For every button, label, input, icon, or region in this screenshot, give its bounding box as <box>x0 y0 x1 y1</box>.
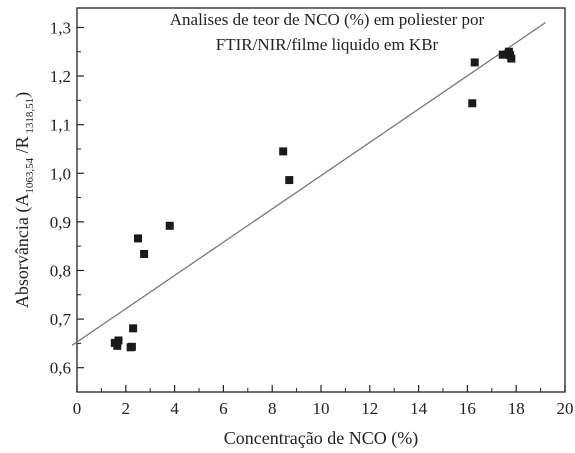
y-axis-label: Absorvância (A1063,54 /R 1318,51) <box>12 92 36 308</box>
data-points <box>110 47 516 352</box>
x-tick-label: 0 <box>73 399 82 418</box>
x-tick-label: 8 <box>268 399 277 418</box>
data-point <box>140 249 149 258</box>
x-tick-label: 10 <box>313 399 330 418</box>
y-axis-label-sub1: 1063,54 <box>24 157 36 193</box>
y-tick-label: 0,8 <box>50 261 71 280</box>
data-point <box>129 324 138 333</box>
data-point <box>470 58 479 67</box>
data-point <box>279 147 288 156</box>
y-axis-label-suffix: ) <box>12 92 33 98</box>
fit-line-group <box>71 22 546 346</box>
plot-frame <box>76 7 566 393</box>
data-point <box>468 99 477 108</box>
y-tick-label: 1,2 <box>50 67 71 86</box>
y-tick-label: 1,0 <box>50 164 71 183</box>
x-tick-label: 18 <box>508 399 525 418</box>
y-axis-label-prefix: Absorvância (A <box>12 194 33 308</box>
chart-title: Analises de teor de NCO (%) em poliester… <box>170 10 485 54</box>
x-axis: 0 2 4 6 8 10 12 14 16 18 20 <box>73 385 574 418</box>
chart-title-line-2: FTIR/NIR/filme liquido em KBr <box>216 35 439 54</box>
data-point <box>114 336 123 345</box>
data-point <box>165 221 174 230</box>
y-axis: 0,6 0,7 0,8 0,9 1,0 1,1 1,2 1,3 <box>50 18 84 378</box>
y-tick-label: 0,9 <box>50 213 71 232</box>
x-tick-label: 4 <box>170 399 179 418</box>
y-tick-label: 0,6 <box>50 359 71 378</box>
chart-title-line-1: Analises de teor de NCO (%) em poliester… <box>170 10 485 29</box>
data-point <box>134 234 142 243</box>
plot-area: 0 2 4 6 8 10 12 14 16 18 20 0,6 0,7 0,8 0,9 1,0 1,1 1,2 1… <box>50 7 574 418</box>
data-point <box>113 341 122 350</box>
y-tick-label: 0,7 <box>50 310 72 329</box>
data-point <box>127 342 136 351</box>
x-tick-label: 14 <box>410 399 428 418</box>
y-axis-label-mid: /R <box>12 136 32 158</box>
y-tick-label: 1,1 <box>50 116 71 135</box>
data-point <box>498 50 507 59</box>
x-tick-label: 20 <box>557 399 574 418</box>
y-tick-label: 1,3 <box>50 18 71 37</box>
fit-line <box>71 22 546 346</box>
x-tick-label: 16 <box>459 399 476 418</box>
x-axis-label: Concentração de NCO (%) <box>224 428 418 449</box>
x-tick-label: 12 <box>361 399 378 418</box>
x-tick-label: 2 <box>122 399 131 418</box>
data-point <box>285 176 294 185</box>
y-axis-label-sub2: 1318,51 <box>24 98 36 137</box>
x-tick-label: 6 <box>219 399 228 418</box>
data-point <box>507 54 516 63</box>
